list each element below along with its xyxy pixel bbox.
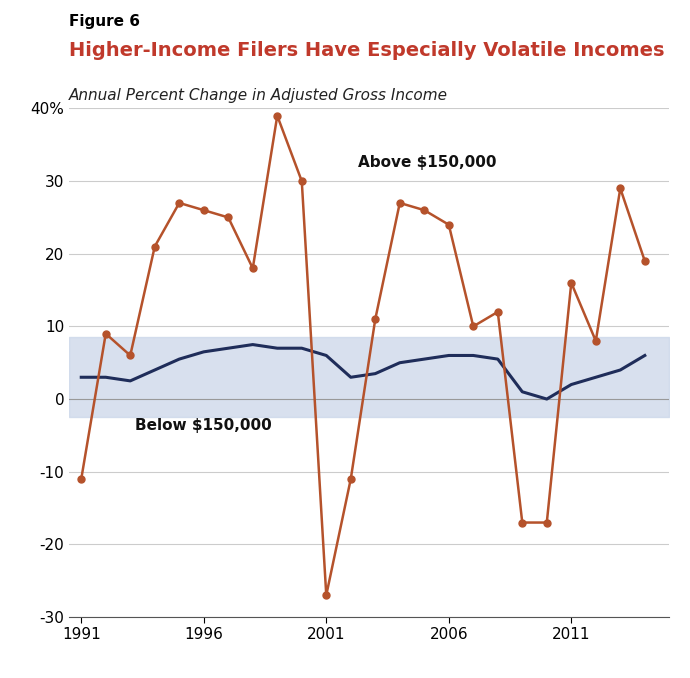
Text: Above $150,000: Above $150,000 — [358, 155, 497, 170]
Text: Higher-Income Filers Have Especially Volatile Incomes: Higher-Income Filers Have Especially Vol… — [69, 41, 664, 60]
Text: Figure 6: Figure 6 — [69, 14, 140, 28]
Text: Below $150,000: Below $150,000 — [135, 418, 272, 433]
Text: Annual Percent Change in Adjusted Gross Income: Annual Percent Change in Adjusted Gross … — [69, 88, 448, 103]
